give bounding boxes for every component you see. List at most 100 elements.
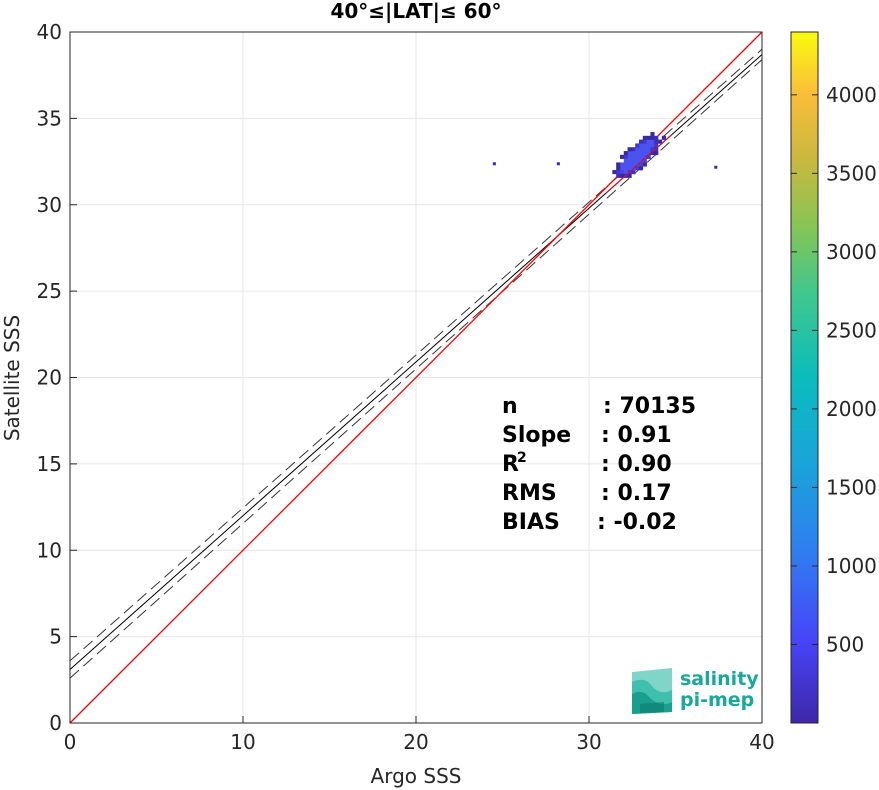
density-cell	[631, 154, 636, 159]
colorbar-gradient	[790, 31, 819, 724]
density-cell	[627, 158, 632, 163]
density-cell	[642, 162, 647, 167]
logo-line-1: salinity	[680, 668, 759, 690]
density-cell	[623, 151, 628, 156]
stat-value: : 0.91	[601, 423, 672, 448]
stat-label: BIAS	[502, 510, 560, 535]
outlier-point	[556, 162, 560, 166]
density-cell	[650, 139, 655, 144]
density-cell	[619, 162, 625, 167]
density-cell	[642, 139, 647, 144]
stat-value: : 70135	[603, 394, 696, 419]
stat-label: n	[502, 394, 518, 419]
density-cell	[642, 135, 647, 140]
density-cell	[619, 166, 625, 171]
salinity-pimep-logo: salinity pi-mep	[632, 668, 759, 714]
x-axis-ticks: 0 10 20 30 40	[64, 716, 775, 754]
density-cell	[646, 147, 651, 152]
density-cell	[623, 158, 628, 163]
density-cell	[646, 135, 651, 140]
density-cell	[646, 139, 651, 144]
density-cell	[638, 143, 644, 148]
colorbar-tick-label: 2000	[826, 397, 877, 421]
density-cell	[627, 162, 632, 167]
density-cell	[642, 143, 647, 148]
plot-area	[69, 31, 763, 724]
density-cell	[635, 151, 640, 156]
density-cell	[619, 173, 625, 178]
y-tick-label: 15	[37, 452, 62, 476]
density-cell	[638, 154, 644, 159]
colorbar-tick-label: 1500	[826, 475, 877, 499]
logo-line-2: pi-mep	[680, 689, 754, 711]
regression-line-overlay	[605, 133, 673, 194]
density-cell	[623, 170, 628, 175]
density-cell	[631, 162, 636, 167]
density-cluster	[612, 132, 666, 178]
density-cell	[631, 158, 636, 163]
density-cell	[612, 170, 617, 175]
density-cell	[661, 135, 666, 140]
colorbar: 500 1000 1500 2000 2500 3000 3500 4000	[790, 31, 877, 724]
x-tick-label: 10	[230, 730, 255, 754]
density-cell	[650, 132, 655, 137]
density-cell	[623, 162, 628, 167]
y-axis-ticks: 0 5 10 15 20 25 30 35 40	[37, 20, 77, 735]
x-tick-label: 0	[64, 730, 77, 754]
density-cell	[642, 154, 647, 159]
density-cell	[654, 151, 659, 156]
density-cell	[627, 147, 632, 152]
confidence-band-line	[69, 48, 763, 662]
density-cell	[619, 170, 625, 175]
density-cell	[627, 173, 632, 178]
density-cell	[642, 158, 647, 163]
colorbar-tick-label: 4000	[826, 83, 877, 107]
density-cell	[650, 143, 655, 148]
density-cell	[619, 154, 625, 159]
density-cell	[635, 166, 640, 171]
stat-value: : 0.90	[601, 452, 672, 477]
confidence-band	[69, 48, 763, 679]
y-tick-label: 40	[37, 20, 62, 44]
density-cell	[638, 147, 644, 152]
density-cell	[638, 151, 644, 156]
y-tick-label: 35	[37, 106, 62, 130]
y-axis-label: Satellite SSS	[0, 315, 24, 441]
stat-value: : 0.17	[601, 481, 672, 506]
density-cell	[635, 162, 640, 167]
density-cell	[635, 147, 640, 152]
chart-title: 40°≤|LAT|≤ 60°	[330, 0, 501, 23]
statistics-box: n: 70135 Slope: 0.91 R2: 0.90 RMS: 0.17 BIAS…	[502, 394, 696, 535]
density-cell	[650, 151, 655, 156]
density-cell	[627, 151, 632, 156]
stat-label: RMS	[502, 481, 557, 506]
density-cell	[635, 154, 640, 159]
colorbar-tick-label: 3500	[826, 161, 877, 185]
density-cell	[646, 151, 651, 156]
stat-label: R	[502, 452, 519, 477]
outlier-point	[714, 165, 718, 169]
density-cell	[642, 147, 647, 152]
density-cell	[635, 158, 640, 163]
density-cell	[646, 154, 651, 159]
y-tick-label: 20	[37, 366, 62, 390]
density-cell	[631, 147, 636, 152]
colorbar-tick-label: 3000	[826, 240, 877, 264]
colorbar-tick-label: 500	[826, 632, 864, 656]
density-cell	[658, 139, 663, 144]
x-tick-label: 40	[749, 730, 774, 754]
y-tick-label: 0	[49, 711, 62, 735]
density-cell	[654, 147, 659, 152]
density-cell	[650, 147, 655, 152]
y-tick-label: 5	[49, 625, 62, 649]
density-cell	[635, 143, 640, 148]
density-cell	[616, 170, 621, 175]
x-tick-label: 30	[576, 730, 601, 754]
density-cell	[646, 143, 651, 148]
confidence-band-line	[69, 59, 763, 679]
density-cell	[638, 139, 644, 144]
colorbar-ticks: 500 1000 1500 2000 2500 3000 3500 4000	[791, 83, 877, 656]
density-cell	[623, 154, 628, 159]
density-cell	[638, 166, 644, 171]
density-cell	[654, 135, 659, 140]
